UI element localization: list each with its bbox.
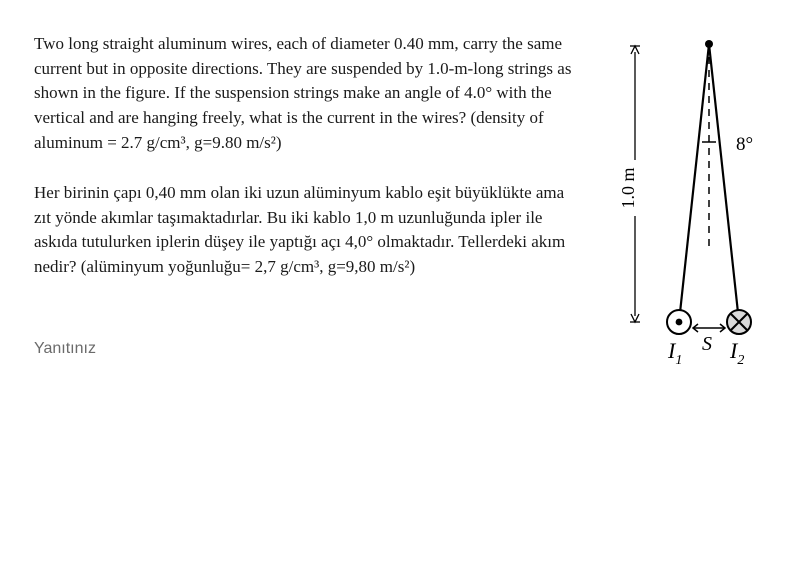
- figure-svg: 8° S I1 I2: [594, 32, 769, 372]
- content-row: Two long straight aluminum wires, each o…: [34, 32, 802, 372]
- figure-column: 8° S I1 I2: [594, 32, 769, 372]
- problem-turkish: Her birinin çapı 0,40 mm olan iki uzun a…: [34, 181, 582, 280]
- angle-label: 8°: [736, 134, 753, 155]
- wire-left-dot: [676, 319, 683, 326]
- string-left: [679, 44, 709, 322]
- separation-label: S: [702, 333, 712, 355]
- problem-english: Two long straight aluminum wires, each o…: [34, 32, 582, 155]
- page-root: Two long straight aluminum wires, each o…: [0, 0, 802, 576]
- current-right-label: I2: [729, 338, 744, 368]
- answer-label: Yanıtınız: [34, 340, 582, 358]
- string-right: [709, 44, 739, 322]
- current-left-label: I1: [667, 338, 682, 368]
- apex-node: [705, 40, 713, 48]
- text-column: Two long straight aluminum wires, each o…: [34, 32, 594, 358]
- string-length-label: 1.0 m: [618, 167, 638, 208]
